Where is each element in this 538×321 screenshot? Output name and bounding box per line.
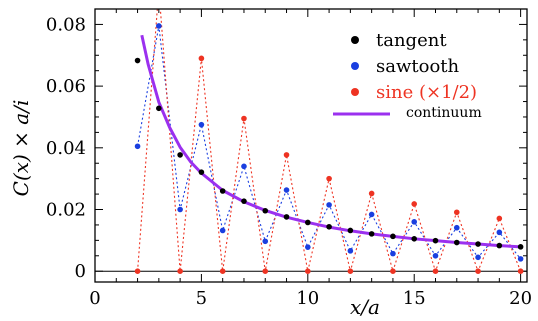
point-sawtooth <box>432 252 439 259</box>
point-tangent <box>432 237 439 244</box>
point-sawtooth <box>347 248 354 254</box>
y-axis-label: C(x) × a/i <box>9 100 33 197</box>
point-sine-1-2 <box>475 268 481 275</box>
point-tangent <box>517 244 524 250</box>
point-sawtooth <box>198 121 205 128</box>
point-sine-1-2 <box>517 268 524 275</box>
point-sawtooth <box>517 256 524 262</box>
legend-marker-tangent <box>351 36 359 44</box>
tick-labels: 0 5 10 15 20 0 0.02 0.04 0.06 0.08 <box>46 14 532 309</box>
point-sawtooth <box>283 187 290 193</box>
x-tick-label: 15 <box>403 288 426 309</box>
x-tick-label: 5 <box>196 288 207 309</box>
y-tick-label: 0.04 <box>46 138 86 159</box>
point-tangent <box>411 236 418 242</box>
point-sawtooth <box>156 23 162 29</box>
point-sawtooth <box>496 229 503 236</box>
point-tangent <box>453 239 460 246</box>
legend: tangent sawtooth sine (×1/2) continuum <box>333 30 482 121</box>
point-tangent <box>326 223 332 230</box>
point-sine-1-2 <box>283 152 290 158</box>
data-layer <box>95 9 527 275</box>
series-continuum-line <box>140 34 521 249</box>
point-sine-1-2 <box>262 268 269 275</box>
point-sawtooth <box>453 224 460 231</box>
point-sawtooth <box>411 219 418 225</box>
point-sawtooth <box>368 211 375 218</box>
point-sine-1-2 <box>241 115 247 122</box>
point-sine-1-2 <box>305 268 311 275</box>
legend-marker-sine <box>351 88 359 96</box>
point-tangent <box>496 242 503 249</box>
point-sawtooth <box>326 202 332 208</box>
point-sine-1-2 <box>177 268 183 275</box>
point-sine-1-2 <box>432 268 439 275</box>
legend-label-sine: sine (×1/2) <box>376 82 477 103</box>
point-sine-1-2 <box>496 215 503 222</box>
point-sine-1-2 <box>219 268 226 275</box>
point-tangent <box>305 219 311 226</box>
point-sawtooth <box>390 250 396 257</box>
x-tick-label: 10 <box>296 288 319 309</box>
point-sine-1-2 <box>347 268 354 275</box>
point-tangent <box>219 188 226 194</box>
point-tangent <box>177 152 183 158</box>
point-tangent <box>390 233 396 240</box>
point-tangent <box>262 207 269 214</box>
point-sine-1-2 <box>411 201 418 207</box>
legend-label-sawtooth: sawtooth <box>376 56 460 77</box>
y-tick-label: 0.08 <box>46 14 86 35</box>
x-tick-label: 20 <box>509 288 532 309</box>
point-sawtooth <box>134 143 141 150</box>
point-sawtooth <box>177 206 183 213</box>
point-tangent <box>283 214 290 220</box>
point-tangent <box>198 169 205 175</box>
legend-marker-sawtooth <box>351 62 359 70</box>
point-sine-1-2 <box>134 268 141 275</box>
y-tick-label: 0 <box>75 261 86 282</box>
point-sawtooth <box>241 163 247 170</box>
x-tick-label: 0 <box>89 288 100 309</box>
point-sine-1-2 <box>390 268 396 275</box>
point-sine-1-2 <box>198 55 205 62</box>
legend-label-tangent: tangent <box>376 30 447 51</box>
series-sine-1-2-line <box>137 9 522 274</box>
x-axis-label: x/a <box>350 295 380 319</box>
point-sine-1-2 <box>453 209 460 216</box>
plot-frame <box>94 8 528 283</box>
point-sawtooth <box>475 254 481 261</box>
ticks <box>94 9 527 282</box>
point-sawtooth <box>305 244 311 250</box>
point-tangent <box>475 241 481 247</box>
point-tangent <box>156 105 162 112</box>
point-tangent <box>347 227 354 234</box>
point-sine-1-2 <box>326 175 332 182</box>
point-tangent <box>241 198 247 204</box>
point-sine-1-2 <box>368 190 375 197</box>
point-sawtooth <box>219 227 226 234</box>
point-tangent <box>368 231 375 237</box>
point-tangent <box>134 57 141 64</box>
series-sawtooth-line <box>137 25 522 260</box>
point-sawtooth <box>262 238 269 245</box>
y-tick-label: 0.06 <box>46 76 86 97</box>
legend-label-continuum: continuum <box>406 105 482 121</box>
y-tick-label: 0.02 <box>46 200 86 221</box>
